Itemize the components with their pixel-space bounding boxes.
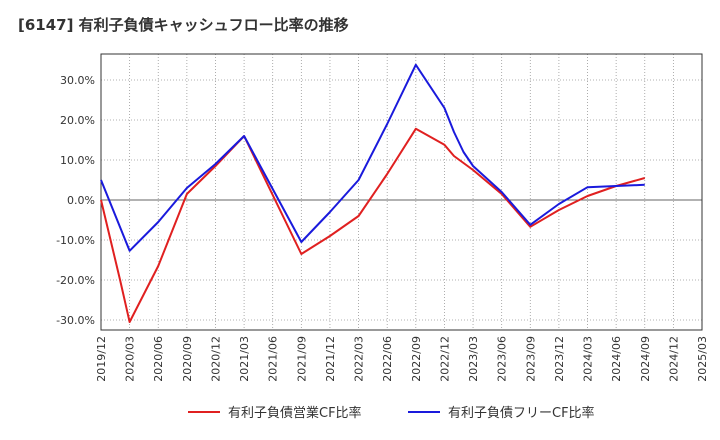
x-tick-label: 2024/06 (610, 336, 623, 382)
x-tick-label: 2023/12 (553, 336, 566, 382)
x-tick-label: 2022/06 (381, 336, 394, 382)
y-tick-label: 30.0% (60, 74, 95, 87)
x-tick-label: 2019/12 (95, 336, 108, 382)
legend-label-1: 有利子負債営業CF比率 (228, 405, 362, 421)
x-tick-label: 2023/09 (524, 336, 537, 382)
y-tick-label: -30.0% (56, 314, 95, 327)
x-tick-label: 2022/12 (438, 336, 451, 382)
x-tick-label: 2021/09 (295, 336, 308, 382)
x-tick-label: 2025/03 (696, 336, 709, 382)
x-tick-label: 2022/09 (410, 336, 423, 382)
x-tick-label: 2021/03 (238, 336, 251, 382)
x-tick-label: 2021/12 (324, 336, 337, 382)
series-line-1 (100, 127, 646, 323)
y-tick-label: 10.0% (60, 154, 95, 167)
plot-frame (100, 53, 703, 331)
y-tick-label: -10.0% (56, 234, 95, 247)
x-tick-label: 2024/09 (639, 336, 652, 382)
x-tick-label: 2024/12 (667, 336, 680, 382)
x-tick-label: 2022/03 (353, 336, 366, 382)
y-tick-label: 20.0% (60, 114, 95, 127)
legend-label-2: 有利子負債フリーCF比率 (448, 405, 595, 421)
x-tick-label: 2021/06 (267, 336, 280, 382)
y-tick-label: -20.0% (56, 274, 95, 287)
series-line-2 (100, 63, 645, 252)
x-tick-label: 2020/09 (181, 336, 194, 382)
x-tick-label: 2023/03 (467, 336, 480, 382)
x-tick-label: 2020/12 (209, 336, 222, 382)
y-tick-label: 0.0% (67, 194, 95, 207)
x-tick-label: 2020/03 (124, 336, 137, 382)
x-tick-label: 2024/03 (582, 336, 595, 382)
chart-title: [6147] 有利子負債キャッシュフロー比率の推移 (18, 16, 349, 34)
x-tick-label: 2020/06 (152, 336, 165, 382)
x-tick-label: 2023/06 (496, 336, 509, 382)
